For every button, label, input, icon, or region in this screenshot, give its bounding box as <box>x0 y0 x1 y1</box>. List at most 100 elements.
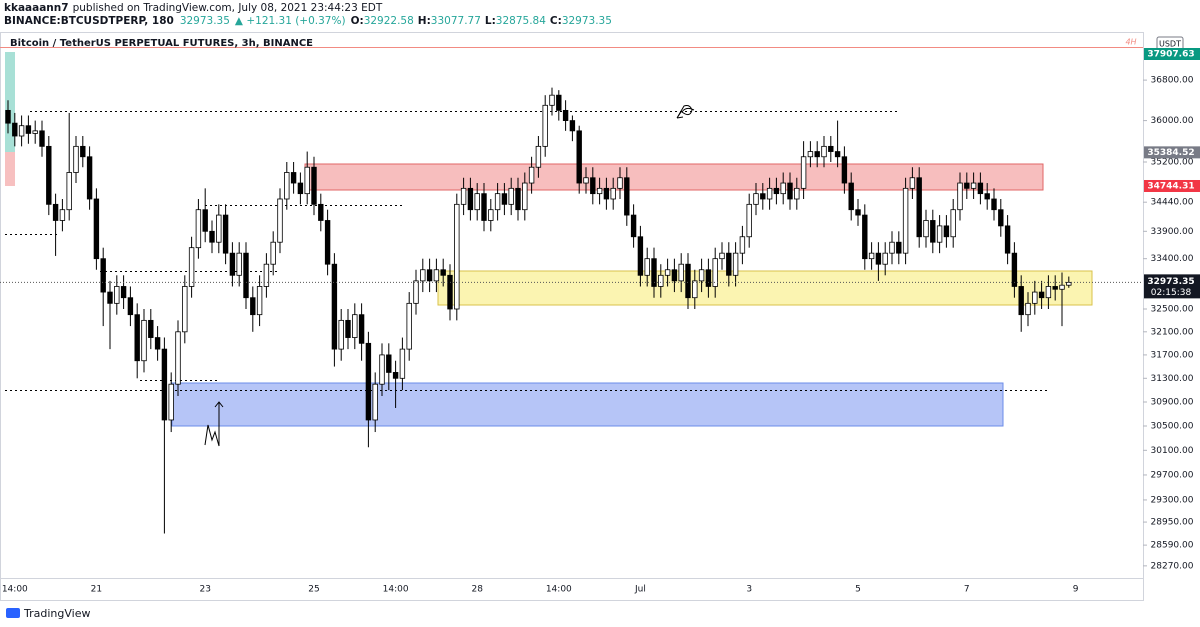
candle-body <box>848 182 854 211</box>
candle-body <box>433 269 440 282</box>
price-marker-label: 37907.63 <box>1147 50 1194 60</box>
logo <box>6 608 20 618</box>
candle-body <box>855 209 861 216</box>
candle-body <box>596 187 603 195</box>
candle-body <box>318 203 324 221</box>
y-tick-label: 29700.00 <box>1151 470 1194 480</box>
supply-zone <box>304 163 1044 191</box>
candle-body <box>950 209 956 238</box>
candle-body <box>250 297 256 316</box>
candle-body <box>338 319 344 350</box>
candle-body <box>120 286 127 299</box>
price-marker-label: 34744.31 <box>1147 181 1194 191</box>
published: published on TradingView.com, July 08, 2… <box>73 2 383 14</box>
candle-body <box>352 314 358 338</box>
candle-body <box>331 263 338 350</box>
change: ▲ +121.31 (+0.37%) <box>235 15 346 27</box>
ohlc-value: 32922.58 <box>364 15 414 27</box>
candle-body <box>209 230 215 243</box>
candle-body <box>685 263 691 299</box>
candle-body <box>651 258 657 287</box>
candle-body <box>610 187 616 200</box>
candle-body <box>1032 291 1038 304</box>
y-tick-label: 31700.00 <box>1151 350 1194 360</box>
candle-body <box>957 182 963 211</box>
candle-body <box>501 193 508 205</box>
candle-body <box>80 145 86 158</box>
last-price-label: 32973.35 <box>1147 277 1194 287</box>
candle-body <box>603 187 610 200</box>
arrow-sketch <box>676 105 695 119</box>
candle-body <box>188 247 195 287</box>
candle-body <box>902 187 909 254</box>
candle-body <box>556 94 562 111</box>
candle-body <box>977 182 984 195</box>
candle-body <box>658 274 664 287</box>
y-tick-label: 29300.00 <box>1151 495 1194 505</box>
candle-body <box>773 187 780 195</box>
arrow-sketch <box>204 401 224 447</box>
candle-body <box>753 193 759 205</box>
candle-body <box>59 209 66 221</box>
candle-body <box>460 187 467 205</box>
candle-body <box>508 187 514 205</box>
candle-body <box>12 122 18 137</box>
interval-label: 4H <box>1125 38 1136 47</box>
x-tick-label: 23 <box>199 585 210 595</box>
ohlc-value: 33077.77 <box>431 15 481 27</box>
candle-body <box>426 269 433 282</box>
candle-body <box>692 280 698 299</box>
candle-body <box>923 220 929 238</box>
x-tick-label: 25 <box>308 585 319 595</box>
candle-body <box>100 258 106 293</box>
range-highlight <box>5 52 15 152</box>
publish-line: kkaaaann7 published on TradingView.com, J… <box>4 2 383 14</box>
candle-body <box>474 193 480 211</box>
candle-body <box>406 302 412 350</box>
candle-body <box>1025 302 1031 316</box>
candle-body <box>141 319 147 362</box>
candle-body <box>236 252 242 276</box>
candle-body <box>637 236 644 276</box>
x-tick-label: 5 <box>855 585 861 595</box>
candle-body <box>576 130 582 184</box>
candle-body <box>46 145 52 205</box>
x-tick-label: 21 <box>91 585 102 595</box>
candle-body <box>630 214 637 238</box>
currency: USDT <box>1159 40 1181 49</box>
candle-body <box>671 269 678 282</box>
candle-body <box>943 225 950 238</box>
candle-body <box>256 286 263 316</box>
symbol: BINANCE:BTCUSDTPERP, 180 <box>4 15 174 27</box>
candle-body <box>821 145 827 158</box>
candle-body <box>841 156 848 184</box>
price-marker <box>1144 179 1200 192</box>
candle-body <box>1045 286 1052 299</box>
candle-body <box>345 319 351 338</box>
candle-body <box>814 151 820 158</box>
candle-body <box>481 193 487 221</box>
candle-body <box>32 130 38 134</box>
range-highlight <box>5 152 15 186</box>
candle-body <box>454 203 460 310</box>
candle-body <box>875 252 882 265</box>
candle-body <box>386 354 392 373</box>
candle-body <box>494 193 501 211</box>
candle-body <box>936 225 943 243</box>
candle-body <box>515 187 521 211</box>
candle-body <box>127 297 134 316</box>
candle-body <box>930 220 936 243</box>
candle-body <box>379 354 385 385</box>
candle-body <box>1052 286 1058 290</box>
candle-body <box>787 182 793 200</box>
y-tick-label: 30100.00 <box>1151 446 1194 456</box>
y-tick-label: 34440.00 <box>1151 198 1194 208</box>
x-tick-label: Jul <box>634 585 646 595</box>
quote-line: BINANCE:BTCUSDTPERP, 180 32973.35 ▲ +121.3… <box>4 15 612 27</box>
candle-body <box>739 236 746 254</box>
x-tick-label: 14:00 <box>383 585 409 595</box>
ohlc-label: O: <box>351 15 364 27</box>
candle-body <box>970 182 977 189</box>
candle-body <box>277 198 283 243</box>
